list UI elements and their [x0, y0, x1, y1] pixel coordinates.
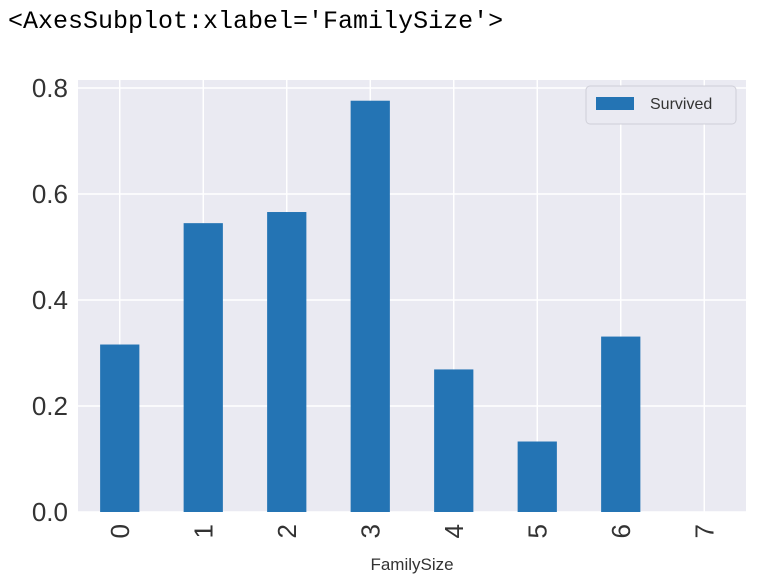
y-tick-label: 0.0 — [32, 497, 68, 527]
y-tick-label: 0.2 — [32, 391, 68, 421]
x-tick-label: 4 — [439, 524, 469, 538]
plot-area — [78, 80, 746, 512]
bar-familysize-1 — [183, 223, 223, 512]
x-axis-label: FamilySize — [370, 555, 453, 574]
bar-familysize-5 — [517, 441, 557, 512]
y-tick-label: 0.4 — [32, 285, 68, 315]
x-tick-label: 0 — [105, 524, 135, 538]
bar-familysize-0 — [100, 344, 140, 512]
x-tick-label: 7 — [689, 524, 719, 538]
y-tick-label: 0.6 — [32, 179, 68, 209]
x-tick-label: 3 — [355, 524, 385, 538]
y-tick-labels: 0.0 0.2 0.4 0.6 0.8 — [32, 73, 68, 527]
legend-label: Survived — [650, 96, 712, 113]
bar-familysize-6 — [601, 336, 641, 512]
output-repr-text: <AxesSubplot:xlabel='FamilySize'> — [8, 7, 504, 36]
y-tick-label: 0.8 — [32, 73, 68, 103]
legend: Survived — [585, 85, 737, 125]
x-tick-label: 2 — [272, 524, 302, 538]
x-tick-label: 5 — [522, 524, 552, 538]
legend-swatch — [596, 97, 634, 110]
legend-box — [585, 85, 737, 125]
bars — [100, 100, 641, 512]
x-tick-label: 6 — [606, 524, 636, 538]
x-tick-labels: 0 1 2 3 4 5 6 7 — [105, 524, 720, 538]
bar-familysize-2 — [267, 212, 307, 512]
bar-familysize-4 — [434, 369, 474, 512]
bar-familysize-3 — [350, 100, 390, 512]
x-tick-label: 1 — [188, 524, 218, 538]
